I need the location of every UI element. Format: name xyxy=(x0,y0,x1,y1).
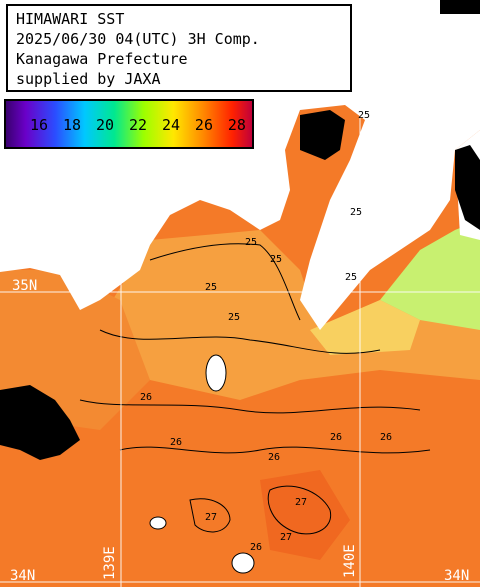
color-bar-label: 28 xyxy=(227,116,246,134)
cloud-top xyxy=(440,0,480,14)
island-small1 xyxy=(149,516,167,530)
contour-label: 26 xyxy=(170,437,182,448)
lat-label-34n-left: 34N xyxy=(10,568,36,584)
contour-label: 25 xyxy=(228,312,240,323)
contour-label: 26 xyxy=(250,542,262,553)
color-bar-legend: 16 18 20 22 24 26 28 xyxy=(4,99,254,149)
color-bar-label: 24 xyxy=(161,116,180,134)
contour-label: 25 xyxy=(350,207,362,218)
contour-label: 27 xyxy=(295,497,307,508)
color-bar-labels: 16 18 20 22 24 26 28 xyxy=(30,116,246,134)
cloud-west xyxy=(0,385,80,460)
lat-label-35n: 35N xyxy=(12,278,38,294)
sea-warm-core xyxy=(260,470,350,560)
color-bar-label: 20 xyxy=(95,116,115,134)
contour-label: 26 xyxy=(268,452,280,463)
cloud-miura xyxy=(300,110,345,160)
lon-label-140e: 140E xyxy=(342,544,358,578)
contours xyxy=(79,243,431,535)
sea-band-cool xyxy=(100,230,480,400)
contour-label: 26 xyxy=(140,392,152,403)
contour-label: 25 xyxy=(245,237,257,248)
title-line-2: 2025/06/30 04(UTC) 3H Comp. xyxy=(16,30,260,48)
contour-label: 25 xyxy=(345,272,357,283)
island-oshima xyxy=(205,354,227,392)
contour-label: 26 xyxy=(380,432,392,443)
contour-label: 27 xyxy=(205,512,217,523)
title-box: HIMAWARI SST 2025/06/30 04(UTC) 3H Comp.… xyxy=(6,4,352,92)
contour-label: 26 xyxy=(330,432,342,443)
color-bar-label: 16 xyxy=(30,116,49,134)
lon-label-139e: 139E xyxy=(102,546,118,580)
color-bar-label: 26 xyxy=(194,116,213,134)
contour-label: 25 xyxy=(358,110,370,121)
lat-label-34n-right: 34N xyxy=(444,568,470,584)
contour-label: 27 xyxy=(280,532,292,543)
cloud-boso xyxy=(455,145,480,230)
color-bar-label: 22 xyxy=(128,116,148,134)
color-bar-label: 18 xyxy=(62,116,82,134)
title-line-4: supplied by JAXA xyxy=(16,70,161,88)
contour-label: 25 xyxy=(205,282,217,293)
contour-label: 25 xyxy=(270,254,282,265)
island-small2 xyxy=(231,552,255,574)
contour-label-group: 25 25 25 25 25 25 26 26 26 26 26 27 27 26 25 27 xyxy=(140,110,392,553)
title-line-1: HIMAWARI SST xyxy=(16,10,125,28)
title-line-3: Kanagawa Prefecture xyxy=(16,50,188,68)
sea-band-green xyxy=(380,220,480,330)
sea-band-lightgreen xyxy=(310,300,420,355)
